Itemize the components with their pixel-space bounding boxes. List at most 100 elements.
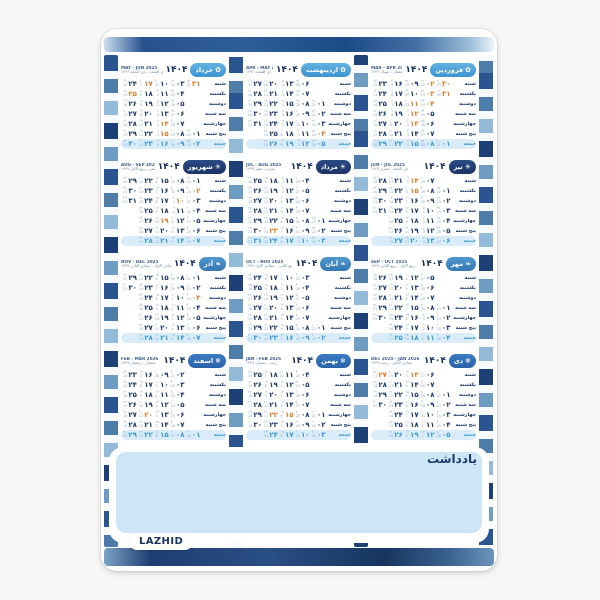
gregorian-date: 28: [295, 414, 301, 418]
hijri-date: ۱۸: [264, 283, 269, 288]
year-label: ۱۴۰۴: [405, 65, 428, 75]
weekday-row: چهارشنبه ۰۲ ۱ 24 ۰۹ ۸ 1 ۱۶ ۱۵ 8 ۲۳ ۲۲ 15 ۳۰ ۲۹ 22: [371, 313, 476, 323]
date-cell: ۲۷ ۲۴ 18: [246, 197, 262, 204]
date-cell: ۲۰ ۱۲ 10: [262, 80, 278, 87]
jalali-date: ۱۷: [160, 293, 169, 302]
hijri-date: ۲۹: [123, 196, 127, 201]
jalali-date: ۲۵: [253, 370, 262, 379]
sub-dates: ۱۸ 16: [264, 140, 268, 147]
hijri-date: ۱۱: [139, 89, 144, 94]
date-cell: ۲۹ ۲۱ 19: [246, 100, 262, 107]
sub-dates: ۲۲ 19: [123, 130, 127, 137]
weekday-row: پنج شنبه ۰۶ ۶ 27 ۱۳ ۱۳ 4 ۲۰ ۲۰ 11 ۲۷ ۲۷ 18: [121, 323, 226, 333]
hijri-date: ۱۵: [264, 176, 269, 181]
jalali-date: ۲۳: [394, 313, 403, 322]
jalali-date: ۱۴: [176, 236, 185, 245]
sun-icon: ☀: [464, 162, 471, 171]
date-cell: ۱۴ ۱۲ 5: [169, 236, 185, 245]
jalali-date: ۱۸: [269, 176, 278, 185]
gregorian-date: 18: [373, 277, 378, 281]
sub-dates: ۲۷ 26: [296, 80, 300, 87]
hijri-date: ۶: [295, 390, 298, 395]
date-cell: ۰۳ ۳ 23: [310, 431, 326, 438]
gregorian-date: 12: [388, 287, 394, 291]
date-cell: ۱۸ ۱۶ 9: [153, 207, 168, 214]
date-cell: ۰۳ ۲۴ 23: [310, 120, 326, 127]
month-header: ❄ دی ۱۴۰۴ DEC 2025 - JAN 2026 جمادی الثانی -…: [371, 352, 476, 370]
hijri-date: ۱۳: [138, 109, 143, 114]
hijri-date: ۴: [156, 89, 159, 94]
hijri-date: ۴: [420, 273, 423, 278]
date-cell: ۱۸ ۱۸ 8: [403, 421, 418, 428]
hijri-date: ۲۸: [123, 186, 127, 191]
gregorian-date: 23: [170, 394, 176, 398]
gregorian-date: 20: [248, 220, 253, 224]
weekday-label: شنبه: [339, 81, 351, 87]
sub-dates: ۲۹ 19: [123, 421, 127, 428]
gregorian-date: 24: [186, 190, 191, 194]
jalali-date: ۲۷: [128, 410, 137, 419]
sub-dates: ۶ 30: [171, 177, 175, 184]
hijri-date: ۱۸: [123, 89, 127, 94]
sub-dates: ۱۷ 6: [280, 431, 284, 438]
hijri-date: ۱: [404, 99, 407, 104]
gregorian-date: 10: [263, 83, 269, 87]
sub-dates: ۴ 29: [296, 207, 300, 214]
date-cell: ۰۳ ۴ 22: [169, 381, 185, 388]
gregorian-date: 20: [123, 143, 128, 147]
jalali-date: ۱۳: [285, 390, 294, 399]
date-cell: ۱۴ ۹ 5: [403, 177, 419, 184]
gregorian-date: 7: [139, 374, 142, 378]
gregorian-date: 26: [186, 317, 191, 321]
hijri-date: ۱۶: [138, 139, 143, 144]
sub-dates: ۲۷ 18: [139, 324, 143, 331]
month-name-pill: ❧ آبان: [320, 257, 351, 271]
month-panel-آبان: ❧ آبان ۱۴۰۴ OCT - NOV 2025 ربیع الثانی - جما…: [243, 253, 354, 350]
gregorian-date: 10: [263, 297, 269, 301]
gregorian-date: 7: [391, 103, 394, 107]
jalali-date: ۱۴: [160, 420, 169, 429]
date-cell: ۰۳ ۲۲ 23: [419, 90, 435, 97]
sub-dates: ۲۹ 28: [296, 100, 300, 107]
date-cell: ۱۳ ۱۳ 2: [278, 390, 294, 399]
weekday-label: جمعه: [338, 238, 351, 244]
jalali-date: ۲۹: [253, 216, 262, 225]
gregorian-date: 23: [311, 327, 316, 331]
jalali-date: ۳۱: [253, 119, 262, 128]
gregorian-date: 18: [123, 123, 128, 127]
sub-dates: ۱۷ 10: [155, 217, 159, 224]
hijri-date: ۱۴: [280, 400, 285, 405]
date-cell: ۰۶ ۲۷ 26: [294, 80, 310, 87]
jalali-date: ۱۸: [410, 216, 419, 225]
month-name-pill: ❄ بهمن: [316, 354, 351, 368]
sub-dates: ۱۰ 28: [155, 371, 159, 378]
gregorian-date: 18: [373, 384, 378, 388]
date-cell: ۱۰ ۱۰ 31: [419, 411, 435, 418]
month-name: اسفند: [193, 356, 214, 365]
weekday-label: سه شنبه: [205, 402, 226, 408]
gregorian-date: 29: [420, 394, 426, 398]
hijri-date: ۲۷: [123, 400, 127, 405]
date-cell: ۲۱ ۱۹ 12: [153, 237, 169, 244]
jalali-date: ۱۴: [285, 313, 294, 322]
weekday-label: جمعه: [213, 432, 226, 438]
sub-dates: ۲۵ 24: [312, 130, 316, 137]
weekday-row: یکشنبه ۳۱ ۲۱ 20 ۰۳ ۲۲ 23 ۱۰ ۲۹ 30 ۱۷ ۷ 6 ۲۴ ۱۴ 13: [371, 89, 476, 99]
hijri-date: ۲۲: [138, 196, 143, 201]
sub-dates: ۲۵ 21: [373, 197, 377, 204]
gregorian-date: 26: [295, 180, 301, 184]
date-cell: ۰۹ ۹ 30: [169, 284, 185, 291]
gregorian-date: 22: [373, 210, 378, 214]
gregorian-date: 19: [138, 337, 144, 341]
hijri-date: ۱۹: [405, 430, 410, 435]
gregorian-date: 21: [436, 143, 441, 147]
gregorian-date: 24: [420, 103, 426, 107]
date-cell: ۰۳ ۲۶ 24: [169, 80, 185, 87]
gregorian-date: 1: [280, 277, 283, 281]
hijri-date: ۱: [436, 390, 439, 395]
jalali-date: ۱۲: [410, 273, 419, 282]
sub-dates: ۱۰ 3: [171, 217, 175, 224]
hijri-date: ۱۸: [388, 273, 393, 278]
weekday-label: شنبه: [464, 81, 476, 87]
weekday-label: پنج شنبه: [455, 131, 476, 137]
